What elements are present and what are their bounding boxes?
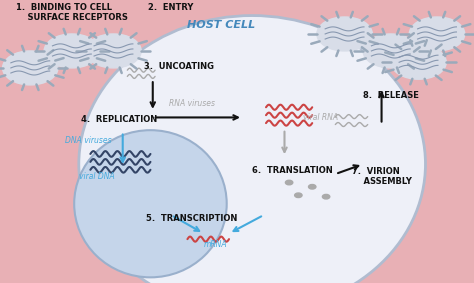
Text: 8.  RELEASE: 8. RELEASE: [363, 91, 419, 100]
Text: 6.  TRANSLATION: 6. TRANSLATION: [252, 166, 333, 175]
Ellipse shape: [74, 130, 227, 277]
Text: viral RNA: viral RNA: [303, 113, 338, 122]
Circle shape: [2, 51, 58, 85]
Circle shape: [409, 17, 465, 51]
Circle shape: [44, 34, 100, 68]
Text: RNA viruses: RNA viruses: [169, 99, 215, 108]
Text: DNA viruses: DNA viruses: [65, 136, 111, 145]
Circle shape: [309, 185, 316, 189]
Text: 2.  ENTRY: 2. ENTRY: [148, 3, 193, 12]
Text: 7.  VIRION
    ASSEMBLY: 7. VIRION ASSEMBLY: [352, 167, 411, 186]
Circle shape: [285, 180, 293, 185]
Text: 1.  BINDING TO CELL
    SURFACE RECEPTORS: 1. BINDING TO CELL SURFACE RECEPTORS: [17, 3, 128, 22]
Circle shape: [86, 34, 141, 68]
Text: HOST CELL: HOST CELL: [187, 20, 255, 31]
Text: 4.  REPLICATION: 4. REPLICATION: [81, 115, 157, 124]
Ellipse shape: [79, 16, 426, 283]
Circle shape: [317, 17, 372, 51]
Text: 3.  UNCOATING: 3. UNCOATING: [144, 62, 213, 71]
Circle shape: [363, 34, 419, 68]
Circle shape: [391, 45, 446, 79]
Text: viral DNA: viral DNA: [79, 172, 115, 181]
Text: mRNA: mRNA: [204, 240, 227, 249]
Text: 5.  TRANSCRIPTION: 5. TRANSCRIPTION: [146, 214, 237, 223]
Circle shape: [322, 194, 330, 199]
Circle shape: [295, 193, 302, 198]
